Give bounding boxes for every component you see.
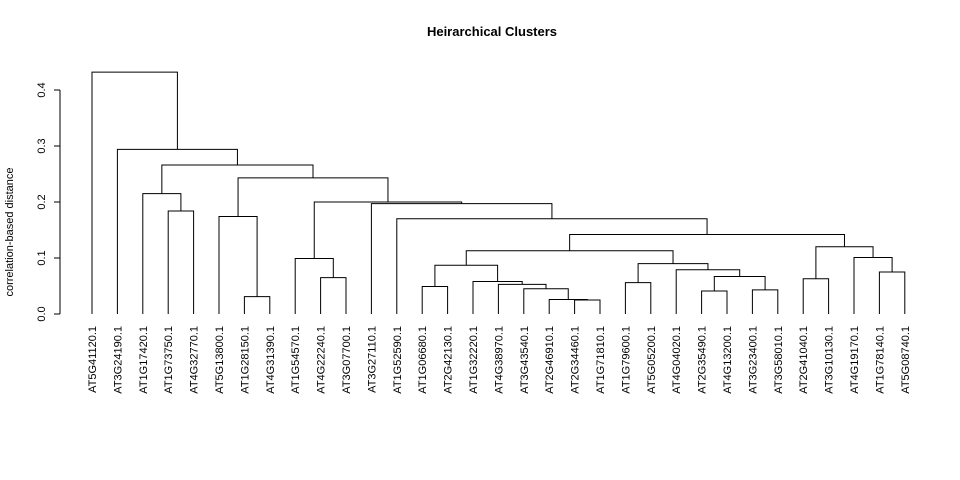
leaf-label: AT2G46910.1 xyxy=(544,326,556,394)
dendrogram-link xyxy=(313,201,463,259)
leaf-label: AT4G04020.1 xyxy=(671,326,683,394)
dendrogram-link xyxy=(713,275,766,292)
leaf-label: AT2G35490.1 xyxy=(697,326,709,394)
leaf-label: AT3G58010.1 xyxy=(773,326,785,394)
leaf-label: AT4G31390.1 xyxy=(265,326,277,394)
dendrogram-link xyxy=(569,233,845,251)
dendrogram-link xyxy=(624,282,652,314)
dendrogram-link xyxy=(815,246,874,279)
leaf-label: AT3G27110.1 xyxy=(366,326,378,393)
y-tick-label: 0.1 xyxy=(36,250,48,265)
leaf-label: AT4G13200.1 xyxy=(722,326,734,394)
leaf-label: AT2G34460.1 xyxy=(570,326,582,394)
leaf-label: AT4G19170.1 xyxy=(849,326,861,394)
y-tick-label: 0.2 xyxy=(36,194,48,209)
dendrogram-link xyxy=(472,281,523,314)
leaf-label: AT3G23400.1 xyxy=(747,326,759,394)
leaf-label: AT5G13800.1 xyxy=(214,326,226,394)
dendrogram-link xyxy=(142,193,182,314)
dendrogram-link xyxy=(294,258,334,314)
leaf-label: AT1G73750.1 xyxy=(163,326,175,394)
dendrogram-link xyxy=(218,216,258,314)
leaf-label: AT3G10130.1 xyxy=(824,326,836,394)
y-tick-label: 0.0 xyxy=(36,306,48,321)
leaf-label: AT3G07700.1 xyxy=(341,326,353,394)
dendrogram-link xyxy=(421,286,449,314)
leaf-label: AT3G43540.1 xyxy=(519,326,531,394)
leaf-label: AT2G42130.1 xyxy=(443,326,455,394)
leaf-label: AT1G32220.1 xyxy=(468,326,480,394)
leaf-label: AT1G28150.1 xyxy=(239,326,251,394)
dendrogram-link xyxy=(161,164,314,194)
leaf-label: AT1G79600.1 xyxy=(620,326,632,394)
leaf-label: AT1G78140.1 xyxy=(874,326,886,394)
dendrogram-link xyxy=(91,71,178,314)
leaf-label: AT5G08740.1 xyxy=(900,326,912,394)
dendrogram-link xyxy=(878,271,906,314)
dendrogram-link xyxy=(434,264,499,287)
dendrogram-link xyxy=(853,256,893,314)
dendrogram-link xyxy=(320,277,347,314)
leaf-labels: AT5G41120.1 AT3G24190.1 AT1G17420.1 AT1G737… xyxy=(87,326,912,394)
leaf-label: AT2G41040.1 xyxy=(798,326,810,394)
y-tick-label: 0.3 xyxy=(36,138,48,153)
dendrogram-link xyxy=(637,263,709,283)
leaf-label: AT1G17420.1 xyxy=(138,326,150,394)
leaf-label: AT5G05200.1 xyxy=(646,326,658,394)
chart-title: Heirarchical Clusters xyxy=(427,24,557,39)
y-axis-label: correlation-based distance xyxy=(4,167,16,296)
dendrogram-link xyxy=(751,289,779,314)
dendrogram-link xyxy=(465,250,674,266)
leaf-label: AT1G71810.1 xyxy=(595,326,607,394)
dendrogram-link xyxy=(701,290,728,314)
dendrogram-tree xyxy=(91,71,906,314)
dendrogram-link xyxy=(548,298,588,314)
dendrogram-link xyxy=(167,210,195,314)
leaf-label: AT3G24190.1 xyxy=(112,326,124,394)
dendrogram-link xyxy=(523,288,569,314)
leaf-label: AT1G52590.1 xyxy=(392,326,404,394)
dendrogram-link xyxy=(370,203,553,314)
y-axis: 0.0 0.1 0.2 0.3 0.4 xyxy=(36,82,61,322)
leaf-label: AT4G22240.1 xyxy=(316,326,328,394)
leaf-label: AT4G38970.1 xyxy=(493,326,505,394)
dendrogram-link xyxy=(237,177,389,217)
dendrogram-link xyxy=(243,296,271,314)
leaf-label: AT4G32770.1 xyxy=(189,326,201,394)
leaf-label: AT5G41120.1 xyxy=(87,326,99,393)
y-tick-label: 0.4 xyxy=(36,82,48,97)
leaf-label: AT1G06680.1 xyxy=(417,326,429,394)
dendrogram-link xyxy=(574,299,601,314)
leaf-label: AT1G54570.1 xyxy=(290,326,302,394)
dendrogram-link xyxy=(802,278,830,314)
